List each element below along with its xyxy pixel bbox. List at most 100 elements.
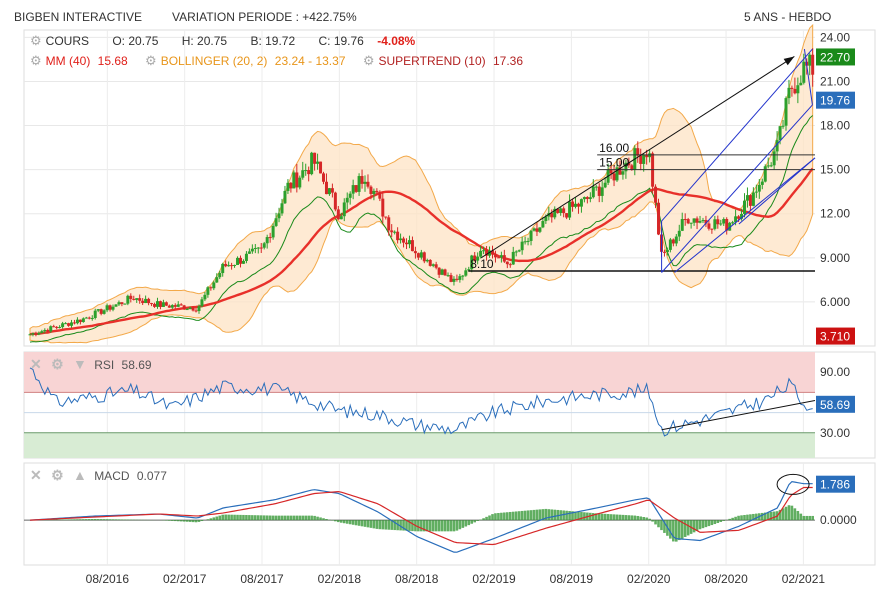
candle-body	[600, 187, 604, 196]
candle-body	[310, 152, 314, 175]
macd-histogram-bar	[793, 508, 797, 521]
macd-histogram-bar	[206, 519, 210, 521]
candle-body	[413, 251, 417, 254]
macd-histogram-bar	[310, 515, 313, 521]
candle-body	[58, 327, 62, 329]
macd-histogram-bar	[215, 516, 219, 521]
gear-icon[interactable]: ⚙	[145, 53, 157, 68]
macd-histogram-bar	[301, 515, 305, 521]
gear-icon[interactable]: ⚙	[51, 356, 64, 372]
macd-histogram-bar	[506, 512, 509, 521]
macd-histogram-bar	[514, 511, 518, 521]
macd-histogram-bar	[280, 515, 284, 521]
macd-histogram-bar	[384, 520, 388, 530]
candle-body	[322, 173, 326, 182]
candle-body	[345, 197, 349, 203]
macd-histogram-bar	[553, 509, 557, 521]
candle-body	[238, 257, 242, 264]
candle-body	[775, 140, 779, 152]
price-tag-label: 3.710	[820, 330, 850, 344]
macd-histogram-bar	[366, 520, 370, 528]
candle-body	[212, 282, 216, 289]
macd-histogram-bar	[337, 520, 340, 523]
candle-body	[695, 218, 699, 223]
macd-histogram-bar	[354, 520, 358, 526]
candle-body	[274, 218, 278, 226]
close-icon[interactable]: ✕	[30, 356, 42, 372]
rsi-label: RSI	[94, 358, 115, 372]
candle-body	[64, 323, 68, 325]
candle-body	[431, 264, 435, 266]
candle-body	[612, 173, 616, 181]
macd-histogram-bar	[701, 520, 705, 529]
macd-histogram-bar	[503, 512, 506, 521]
macd-histogram-bar	[470, 520, 474, 524]
macd-histogram-bar	[482, 518, 485, 521]
macd-histogram-bar	[763, 512, 767, 521]
macd-histogram-bar	[431, 520, 435, 532]
arrow-down-icon[interactable]: ▼	[72, 356, 87, 372]
macd-histogram-bar	[695, 520, 699, 531]
candle-body	[173, 305, 177, 307]
candle-body	[704, 220, 708, 224]
candle-body	[324, 181, 328, 195]
candle-body	[665, 249, 669, 253]
candle-body	[425, 259, 429, 262]
macd-histogram-bar	[603, 513, 607, 521]
candle-body	[597, 186, 601, 196]
macd-histogram-bar	[197, 520, 201, 522]
macd-histogram-bar	[96, 519, 100, 521]
candle-body	[734, 216, 738, 223]
x-axis-tick: 02/2019	[472, 572, 516, 586]
macd-histogram-bar	[485, 516, 488, 521]
candle-body	[132, 298, 136, 300]
candle-body	[316, 161, 320, 164]
macd-histogram-bar	[372, 520, 376, 529]
candle-body	[802, 61, 806, 83]
candle-body	[811, 54, 815, 75]
macd-histogram-bar	[639, 516, 643, 521]
candle-body	[87, 317, 91, 319]
close-icon[interactable]: ✕	[30, 467, 42, 483]
macd-histogram-bar	[277, 515, 281, 521]
candle-body	[728, 222, 732, 231]
macd-value-tag	[816, 475, 855, 493]
price-tag-label: 22.70	[820, 50, 850, 64]
candle-body	[716, 219, 720, 225]
candle-body	[43, 329, 47, 332]
candle-body	[473, 255, 477, 261]
macd-histogram-bar	[790, 505, 794, 521]
macd-histogram-bar	[494, 513, 497, 521]
candle-body	[70, 322, 74, 326]
candle-body	[535, 228, 539, 232]
candle-body	[256, 247, 260, 249]
macd-histogram-bar	[491, 514, 494, 521]
arrow-up-icon[interactable]: ▲	[72, 467, 87, 483]
candle-body	[105, 305, 109, 311]
macd-histogram-bar	[428, 520, 432, 532]
candle-body	[778, 126, 782, 141]
candle-body	[757, 184, 761, 192]
macd-histogram-bar	[319, 517, 322, 521]
candle-body	[31, 333, 35, 335]
gear-icon[interactable]: ⚙	[30, 33, 42, 48]
macd-histogram-bar	[70, 519, 73, 521]
legend-row-price: ⚙ COURS O: 20.75 H: 20.75 B: 19.72 C: 19.…	[30, 33, 415, 49]
gear-icon[interactable]: ⚙	[51, 467, 64, 483]
macd-histogram-bar	[295, 515, 299, 521]
macd-panel-frame	[23, 462, 876, 566]
supertrend-line	[29, 115, 814, 343]
price-y-tick: 18.00	[820, 119, 850, 133]
macd-histogram-bar	[583, 512, 586, 521]
macd-histogram-bar	[248, 515, 251, 521]
candle-body	[467, 269, 471, 271]
candle-body	[523, 241, 527, 243]
macd-histogram-bar	[749, 514, 752, 521]
gear-icon[interactable]: ⚙	[362, 53, 375, 68]
candle-body	[78, 319, 82, 323]
macd-histogram-bar	[99, 519, 103, 521]
candle-body	[155, 301, 159, 307]
gear-icon[interactable]: ⚙	[30, 53, 42, 68]
period-label[interactable]: 5 ANS - HEBDO	[744, 10, 832, 24]
